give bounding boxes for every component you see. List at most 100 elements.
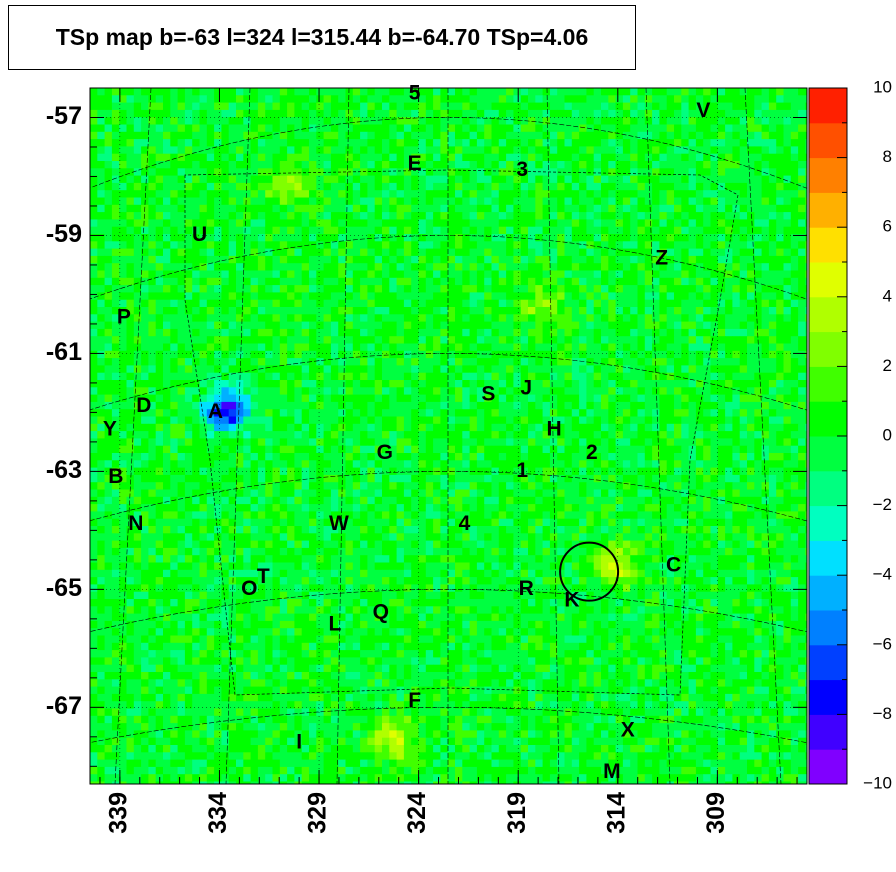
heatmap-cell [309,394,317,403]
heatmap-cell [440,161,449,169]
heatmap-cell [316,182,324,191]
heatmap-cell [768,299,777,308]
heatmap-cell [455,409,463,417]
heatmap-cell [637,336,646,344]
heatmap-cell [688,409,697,417]
heatmap-cell [790,343,799,352]
heatmap-cell [250,423,259,432]
heatmap-cell [214,285,222,293]
heatmap-cell [506,88,514,96]
heatmap-cell [184,204,193,213]
heatmap-cell [674,212,682,220]
heatmap-cell [586,117,595,125]
heatmap-cell [549,270,558,279]
heatmap-cell [440,204,449,213]
heatmap-cell [484,102,492,111]
heatmap-cell [469,321,478,330]
heatmap-cell [287,321,295,330]
heatmap-cell [184,270,193,279]
heatmap-cell [776,146,784,155]
heatmap-cell [396,226,405,235]
heatmap-cell [593,328,602,337]
heatmap-cell [141,212,149,220]
heatmap-cell [659,358,668,366]
heatmap-cell [579,299,587,308]
heatmap-cell [214,190,222,198]
heatmap-cell [681,263,689,271]
heatmap-cell [265,161,273,169]
heatmap-cell [703,431,711,439]
heatmap-cell [644,307,653,315]
heatmap-cell [790,102,799,111]
heatmap-cell [506,255,514,264]
heatmap-cell [790,394,799,403]
heatmap-cell [433,358,441,366]
heatmap-cell [352,416,361,425]
heatmap-cell [790,197,799,206]
heatmap-cell [367,102,376,111]
heatmap-cell [462,212,470,220]
heatmap-cell [228,117,237,125]
heatmap-cell [717,212,726,220]
heatmap-cell [279,270,288,279]
heatmap-cell [440,292,449,301]
heatmap-cell [666,328,675,337]
heatmap-cell [382,255,390,264]
heatmap-cell [119,270,127,279]
heatmap-cell [615,219,624,228]
heatmap-cell [622,438,631,447]
heatmap-cell [498,212,507,220]
heatmap-cell [498,241,507,249]
heatmap-cell [345,394,354,403]
heatmap-cell [133,387,142,395]
heatmap-cell [133,358,142,366]
heatmap-cell [221,182,230,191]
heatmap-cell [761,409,770,417]
heatmap-cell [206,197,215,206]
heatmap-cell [579,190,587,198]
heatmap-cell [455,358,463,366]
heatmap-cell [564,241,573,249]
heatmap-cell [622,175,631,184]
heatmap-cell [564,445,573,454]
heatmap-cell [644,226,653,235]
heatmap-cell [440,423,449,432]
heatmap-cell [177,161,186,169]
heatmap-cell [506,380,514,388]
heatmap-cell [652,219,660,228]
heatmap-cell [199,263,208,271]
heatmap-cell [637,380,646,388]
heatmap-cell [717,365,726,374]
heatmap-cell [542,445,551,454]
heatmap-cell [630,139,638,147]
heatmap-cell [659,190,668,198]
heatmap-cell [761,445,770,454]
heatmap-cell [396,124,405,133]
heatmap-cell [462,226,470,235]
heatmap-cell [199,321,208,330]
heatmap-cell [615,336,624,344]
heatmap-cell [403,453,412,461]
heatmap-cell [243,438,251,447]
heatmap-cell [440,401,449,410]
heatmap-cell [476,350,485,359]
heatmap-cell [411,124,419,133]
heatmap-cell [710,146,719,155]
heatmap-cell [747,336,755,344]
heatmap-cell [754,117,762,125]
heatmap-cell [309,307,317,315]
heatmap-cell [236,241,244,249]
heatmap-cell [141,102,149,111]
heatmap-cell [630,314,638,322]
heatmap-cell [622,226,631,235]
heatmap-cell [104,423,113,432]
heatmap-cell [491,204,500,213]
heatmap-cell [498,365,507,374]
heatmap-cell [192,161,200,169]
heatmap-cell [528,438,536,447]
heatmap-cell [615,299,624,308]
heatmap-cell [768,336,777,344]
heatmap-cell [323,109,332,118]
heatmap-cell [747,263,755,271]
heatmap-cell [790,321,799,330]
